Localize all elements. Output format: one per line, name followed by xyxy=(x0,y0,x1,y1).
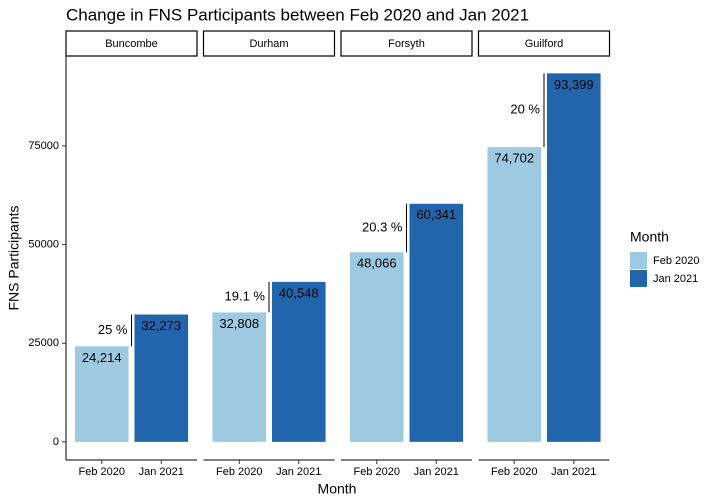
facet-strip xyxy=(340,30,473,57)
annotation: 19.1 % xyxy=(225,289,266,304)
value-label: 60,341 xyxy=(416,207,456,222)
x-tick-label: Jan 2021 xyxy=(551,466,596,478)
x-axis-label: Month xyxy=(318,481,357,497)
annotation: 25 % xyxy=(98,322,128,337)
value-label: 40,548 xyxy=(279,285,319,300)
y-tick-label: 75000 xyxy=(28,140,59,152)
facet-strip xyxy=(65,30,198,57)
x-tick-label: Feb 2020 xyxy=(78,466,124,478)
x-tick-label: Jan 2021 xyxy=(276,466,321,478)
bar xyxy=(74,346,129,442)
bar xyxy=(134,314,189,442)
value-label: 74,702 xyxy=(494,151,534,166)
bar xyxy=(487,147,542,442)
facet-label: Durham xyxy=(249,38,288,50)
facet-label: Forsyth xyxy=(388,38,425,50)
legend-swatch xyxy=(630,270,647,287)
annotation: 20.3 % xyxy=(362,219,403,234)
value-label: 24,214 xyxy=(82,350,122,365)
x-tick-label: Jan 2021 xyxy=(139,466,184,478)
bar xyxy=(349,252,404,442)
legend-swatch xyxy=(630,252,647,269)
bar xyxy=(409,203,464,442)
y-tick-label: 25000 xyxy=(28,337,59,349)
bar xyxy=(212,312,267,442)
y-axis-label: FNS Participants xyxy=(6,205,22,310)
y-tick-label: 50000 xyxy=(28,238,59,250)
annotation: 20 % xyxy=(510,102,540,117)
x-tick-label: Feb 2020 xyxy=(491,466,537,478)
x-tick-label: Feb 2020 xyxy=(353,466,399,478)
bar xyxy=(271,281,326,442)
facet-strip xyxy=(202,30,336,57)
value-label: 93,399 xyxy=(554,77,594,92)
y-tick-label: 0 xyxy=(53,436,59,448)
chart-title: Change in FNS Participants between Feb 2… xyxy=(66,5,529,24)
legend-label: Jan 2021 xyxy=(653,273,698,285)
value-label: 32,273 xyxy=(141,318,181,333)
legend-title: Month xyxy=(630,229,669,245)
x-tick-label: Feb 2020 xyxy=(216,466,262,478)
legend-label: Feb 2020 xyxy=(653,255,699,267)
facet-label: Buncombe xyxy=(105,38,158,50)
value-label: 32,808 xyxy=(219,316,259,331)
facet-label: Guilford xyxy=(525,38,564,50)
facet-strip xyxy=(477,30,611,57)
bar xyxy=(546,73,601,442)
value-label: 48,066 xyxy=(357,256,397,271)
x-tick-label: Jan 2021 xyxy=(414,466,459,478)
